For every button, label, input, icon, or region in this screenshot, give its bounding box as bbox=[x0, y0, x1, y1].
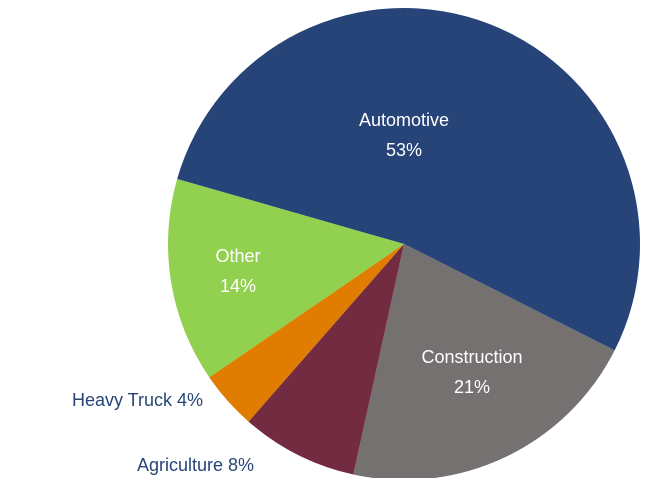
category-label: Construction bbox=[421, 347, 522, 367]
value-label: 21% bbox=[454, 377, 490, 397]
slice-label: Automotive 53% bbox=[359, 110, 449, 160]
category-label: Automotive bbox=[359, 110, 449, 130]
pie-slice bbox=[248, 244, 404, 475]
slice-label: Other 14% bbox=[215, 246, 260, 296]
pie-slice bbox=[177, 8, 640, 351]
value-label: 4% bbox=[177, 390, 203, 410]
slice-label: Agriculture 8% bbox=[137, 455, 254, 475]
category-label: Agriculture bbox=[137, 455, 223, 475]
slice-label: Heavy Truck 4% bbox=[72, 390, 203, 410]
value-label: 53% bbox=[386, 140, 422, 160]
category-label: Other bbox=[215, 246, 260, 266]
pie-slice bbox=[168, 178, 404, 378]
slice-label: Construction 21% bbox=[421, 347, 522, 397]
value-label: 14% bbox=[220, 276, 256, 296]
value-label: 8% bbox=[228, 455, 254, 475]
pie-slice bbox=[209, 244, 404, 422]
category-label: Heavy Truck bbox=[72, 390, 173, 410]
pie-slice bbox=[353, 244, 615, 478]
